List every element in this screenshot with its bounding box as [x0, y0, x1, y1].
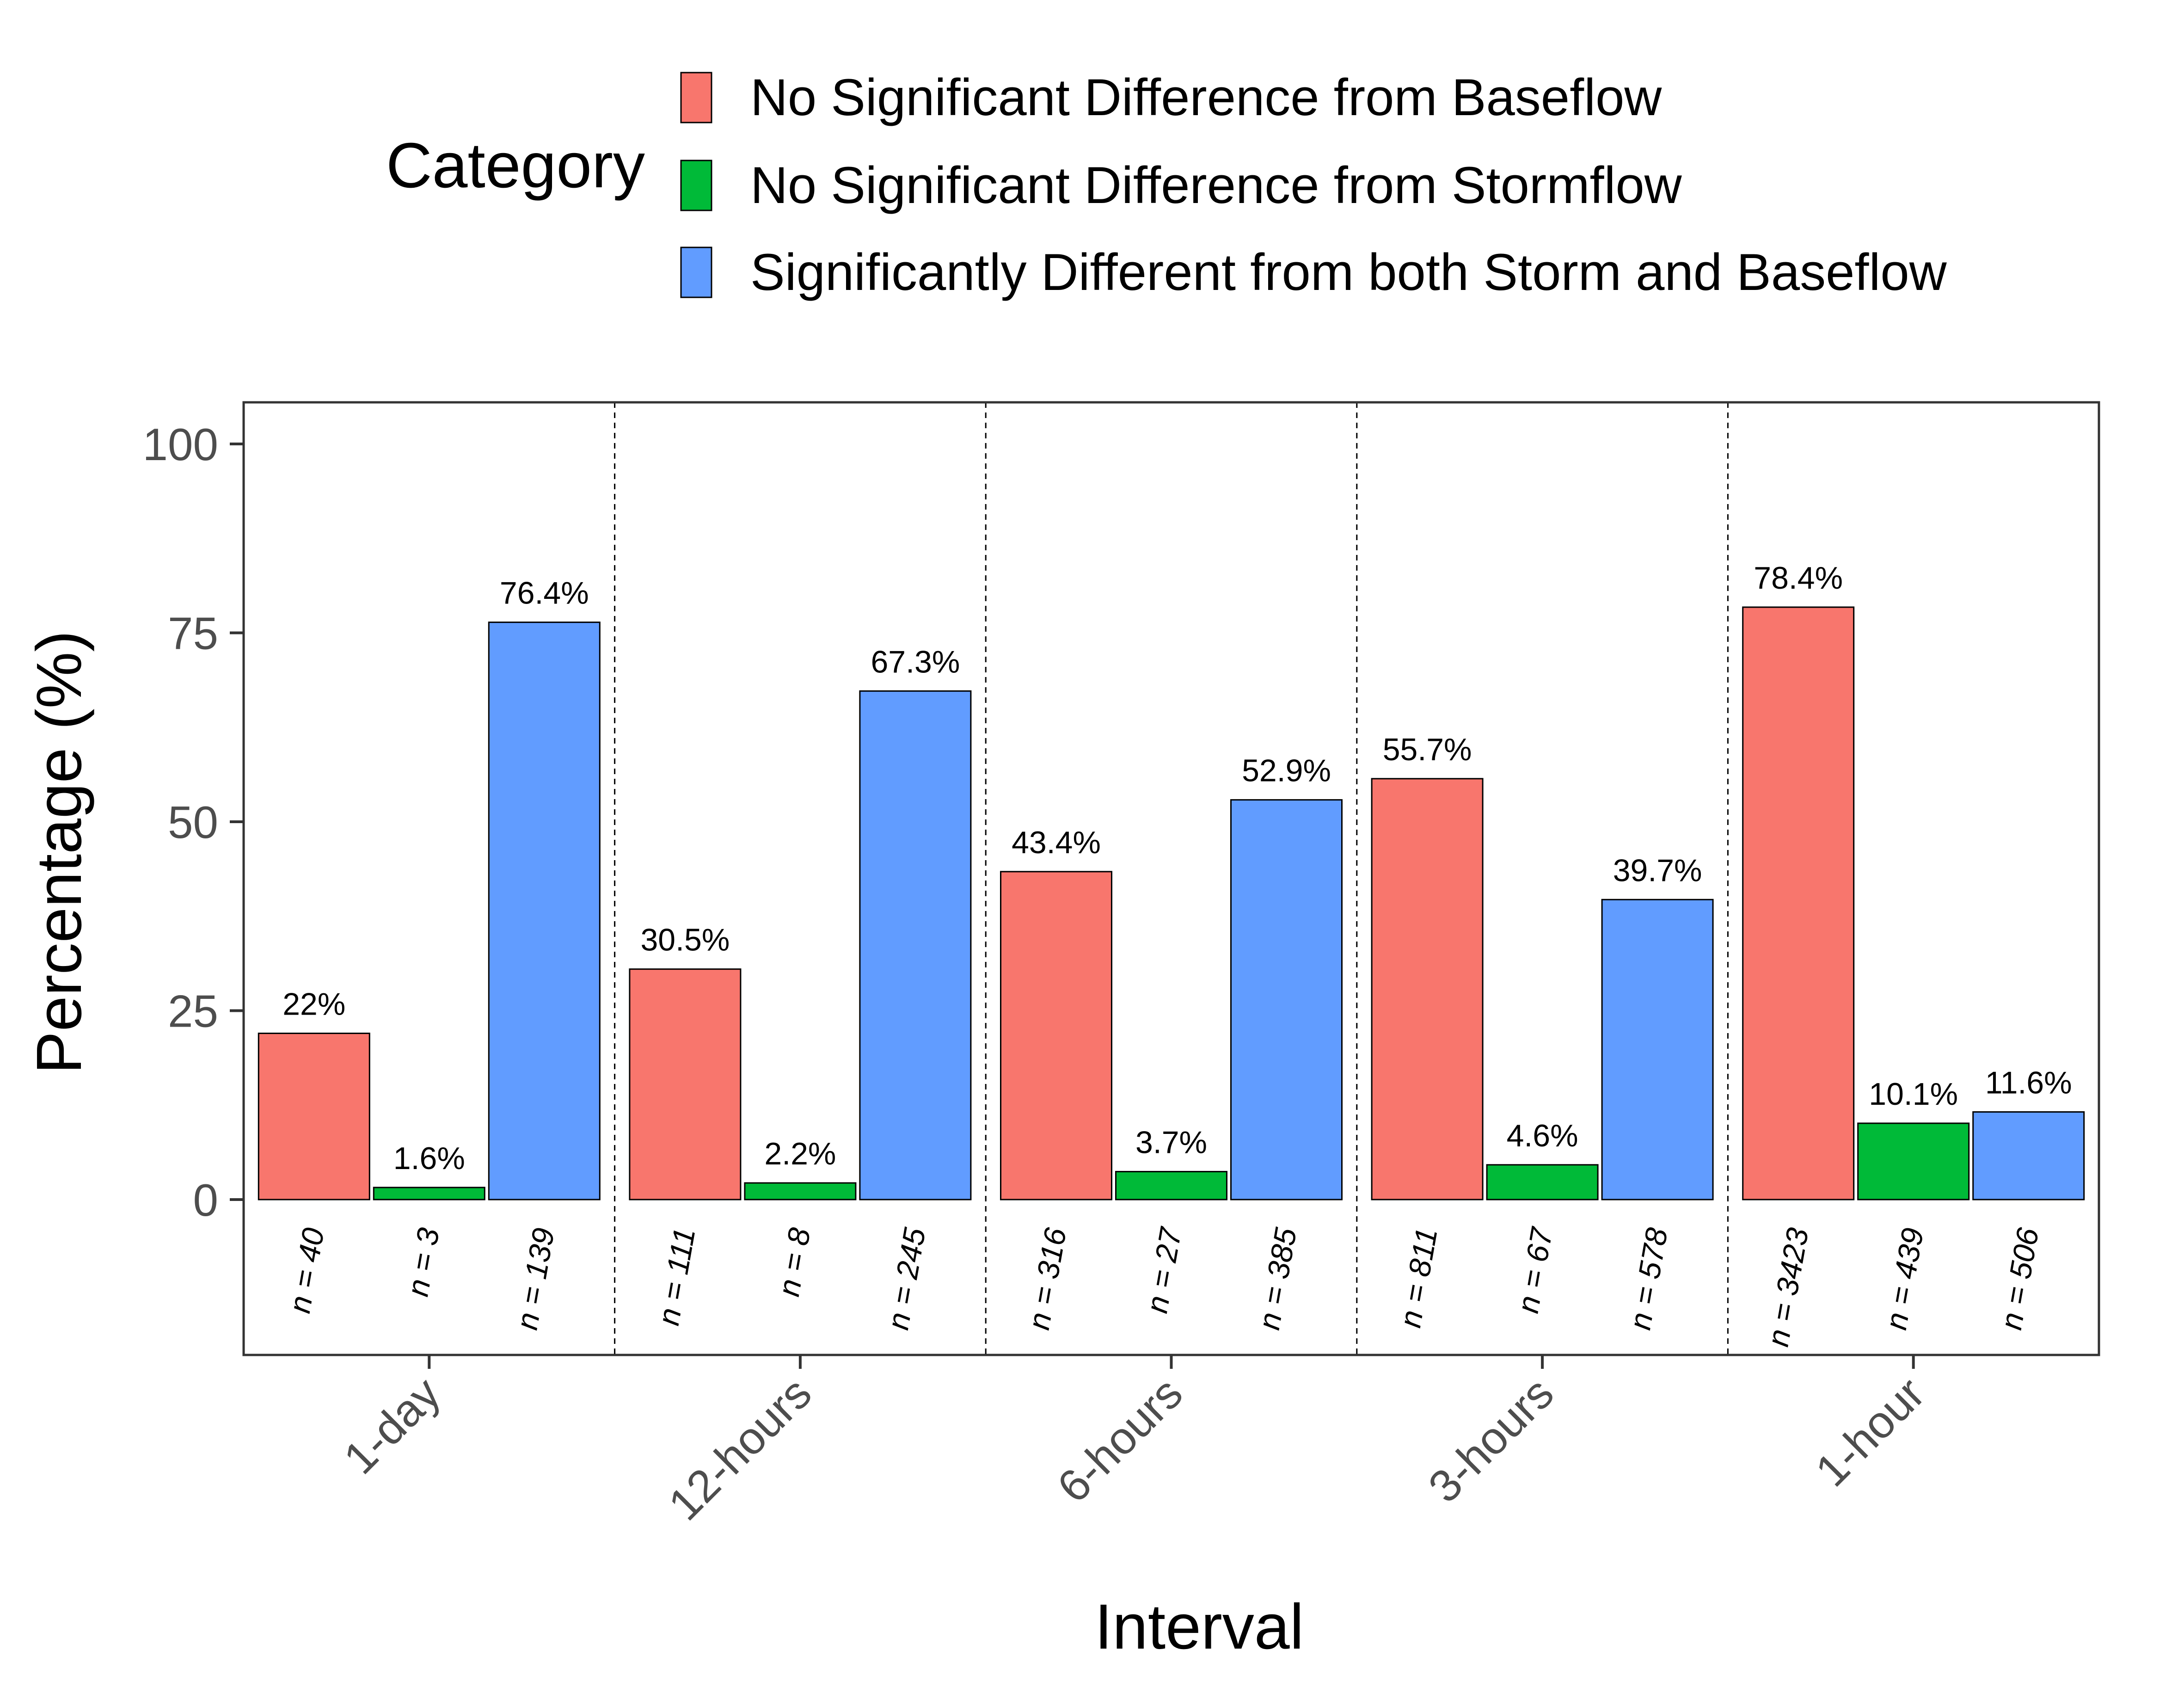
bar [258, 1033, 370, 1200]
x-axis-label: Interval [1095, 1591, 1304, 1662]
bar [629, 968, 742, 1200]
legend-key [680, 72, 712, 123]
bar [1601, 899, 1714, 1200]
bar-value-label: 43.4% [1012, 825, 1101, 860]
legend-key [680, 160, 712, 211]
y-tick-label: 75 [168, 608, 218, 659]
legend-title: Category [386, 130, 645, 201]
bar-value-label: 67.3% [871, 644, 960, 679]
bar-value-label: 10.1% [1869, 1077, 1958, 1112]
bar [373, 1187, 485, 1200]
bar [1857, 1122, 1970, 1200]
bar [1742, 606, 1855, 1200]
bar [488, 622, 601, 1200]
bar [1371, 778, 1484, 1200]
y-axis: 0 25 50 75 100 [142, 419, 244, 1225]
legend-key [680, 246, 712, 298]
y-tick-label: 100 [142, 419, 218, 470]
bar-value-label: 78.4% [1754, 560, 1843, 596]
legend-label: No Significant Difference from Stormflow [750, 156, 1682, 214]
bar [744, 1182, 857, 1200]
bar-value-label: 52.9% [1242, 753, 1331, 788]
bar-value-label: 76.4% [500, 576, 589, 611]
bar [1486, 1164, 1599, 1200]
bar-value-label: 30.5% [640, 923, 730, 958]
bar-value-label: 22% [282, 987, 345, 1022]
bar-value-labels: 22% 1.6% 76.4% 30.5% 2.2% 67.3% 43.4% 3.7% 52.9%… [282, 560, 2072, 1176]
bars [258, 606, 2085, 1200]
legend-label: Significantly Different from both Storm … [750, 243, 1947, 301]
bar [1000, 871, 1112, 1200]
bar-value-label: 2.2% [764, 1136, 836, 1171]
legend-items: No Significant Difference from Baseflow N… [680, 68, 1947, 301]
bar [859, 690, 972, 1200]
bar-value-label: 4.6% [1507, 1118, 1578, 1153]
legend-label: No Significant Difference from Baseflow [750, 68, 1662, 126]
y-axis-label: Percentage (%) [24, 631, 95, 1074]
bar-value-label: 1.6% [393, 1141, 465, 1176]
bar-value-label: 55.7% [1383, 732, 1472, 767]
bar [1115, 1171, 1227, 1200]
y-tick-label: 0 [193, 1175, 218, 1225]
legend: Category No Significant Difference from … [386, 68, 1947, 301]
interval-separators [614, 402, 1729, 1355]
y-tick-label: 50 [168, 797, 218, 848]
bar [1972, 1111, 2085, 1200]
bar [1230, 799, 1343, 1200]
y-tick-label: 25 [168, 986, 218, 1037]
bar-value-label: 11.6% [1985, 1065, 2072, 1100]
bar-value-label: 39.7% [1613, 853, 1702, 888]
bar-value-label: 3.7% [1135, 1125, 1207, 1160]
